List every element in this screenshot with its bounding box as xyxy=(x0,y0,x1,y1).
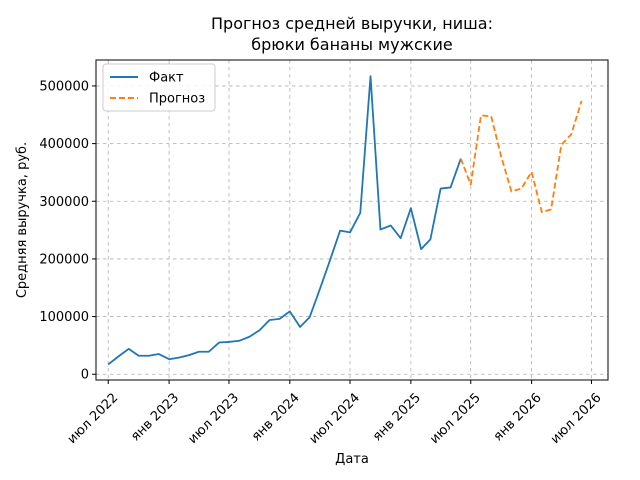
y-tick-label: 0 xyxy=(81,368,89,383)
forecast-series-line xyxy=(459,100,583,214)
series-lines xyxy=(107,75,583,366)
x-tick-label: июл 2023 xyxy=(185,390,242,447)
x-tick-label: янв 2025 xyxy=(370,390,424,444)
x-tick-label: янв 2024 xyxy=(249,390,303,444)
x-tick-label: янв 2023 xyxy=(128,390,182,444)
x-axis-label: Дата xyxy=(335,452,369,467)
x-tick-label: июл 2022 xyxy=(65,390,122,447)
y-tick-label: 500000 xyxy=(39,79,89,94)
x-tick-label: июл 2024 xyxy=(307,390,364,447)
y-tick-label: 400000 xyxy=(39,137,89,152)
fact-series-line xyxy=(107,75,462,366)
x-tick-label: июл 2025 xyxy=(427,390,484,447)
legend-box xyxy=(102,63,216,112)
x-tick-label: июл 2026 xyxy=(548,390,605,447)
y-tick-label: 300000 xyxy=(39,195,89,210)
legend: Факт Прогноз xyxy=(102,63,216,112)
legend-label-fact: Факт xyxy=(149,71,184,86)
y-tick-label: 200000 xyxy=(39,252,89,267)
legend-label-forecast: Прогноз xyxy=(149,92,205,107)
y-axis-label: Средняя выручка, руб. xyxy=(15,142,30,298)
x-tick-label: янв 2026 xyxy=(491,390,545,444)
chart-title-line2: брюки бананы мужские xyxy=(251,35,452,54)
plot-frame xyxy=(95,59,609,381)
chart-title-line1: Прогноз средней выручки, ниша: xyxy=(211,14,493,33)
y-tick-label: 100000 xyxy=(39,310,89,325)
